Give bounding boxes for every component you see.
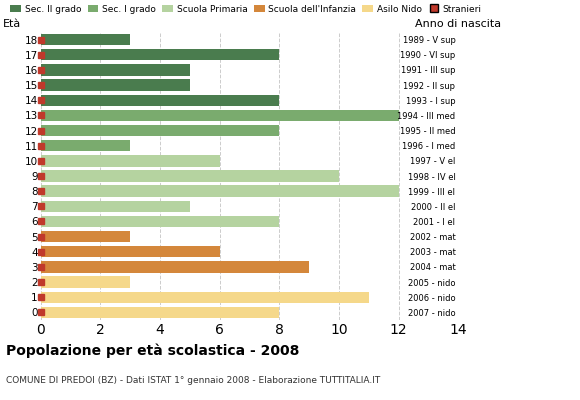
Text: Popolazione per età scolastica - 2008: Popolazione per età scolastica - 2008 — [6, 344, 299, 358]
Bar — [41, 307, 279, 318]
Text: COMUNE DI PREDOI (BZ) - Dati ISTAT 1° gennaio 2008 - Elaborazione TUTTITALIA.IT: COMUNE DI PREDOI (BZ) - Dati ISTAT 1° ge… — [6, 376, 380, 385]
Bar — [41, 170, 339, 182]
Bar — [41, 292, 369, 303]
Bar — [41, 64, 190, 76]
Bar — [41, 94, 279, 106]
Bar — [41, 186, 398, 197]
Bar — [41, 155, 220, 166]
Bar — [41, 125, 279, 136]
Bar — [41, 246, 220, 258]
Bar — [41, 140, 130, 151]
Bar — [41, 261, 309, 273]
Bar — [41, 231, 130, 242]
Bar — [41, 216, 279, 227]
Bar — [41, 49, 279, 60]
Bar — [41, 34, 130, 45]
Text: Anno di nascita: Anno di nascita — [415, 19, 502, 29]
Text: Età: Età — [3, 19, 21, 29]
Legend: Sec. II grado, Sec. I grado, Scuola Primaria, Scuola dell'Infanzia, Asilo Nido, : Sec. II grado, Sec. I grado, Scuola Prim… — [10, 4, 481, 14]
Bar — [41, 276, 130, 288]
Bar — [41, 201, 190, 212]
Bar — [41, 110, 398, 121]
Bar — [41, 79, 190, 91]
